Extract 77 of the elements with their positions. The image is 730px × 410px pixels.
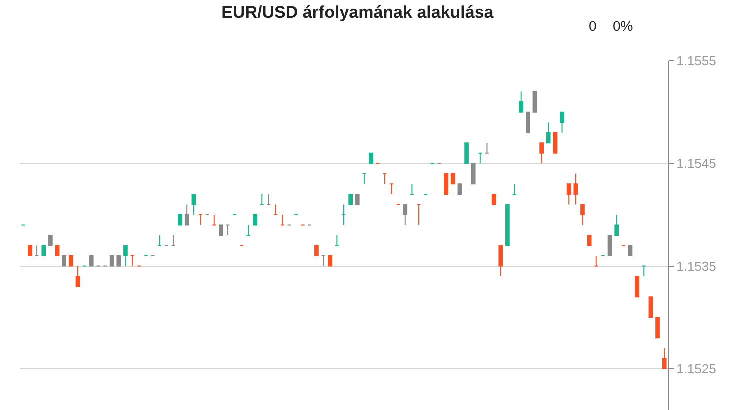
candlestick [642,266,646,278]
candlestick [184,204,190,226]
candlestick [328,256,333,267]
candlestick [580,204,585,226]
candlestick [574,173,578,206]
candlestick [540,142,544,164]
candlestick [314,245,319,257]
candlestick [403,204,408,226]
candlestick [253,214,258,226]
y-tick-label: 1.1555 [676,54,716,69]
candlestick [478,152,483,164]
y-tick-label: 1.1535 [676,258,716,274]
candlestick [608,235,612,257]
candlestick [348,194,353,206]
candlestick [68,256,74,267]
candlestick [116,256,122,267]
candlestick [512,184,517,195]
candlestick [266,194,272,206]
candlestick [321,256,326,267]
candlestick [62,256,67,267]
candlestick [553,132,558,154]
candlestick [34,245,40,257]
candlestick [369,152,374,164]
candlestick [390,184,394,195]
candlestick [382,173,388,185]
candlestick [226,224,230,236]
candlestick [444,173,448,195]
candlestick [416,204,422,226]
candlestick [198,214,203,226]
candlestick [506,204,510,246]
candlestick [158,235,162,246]
y-tick-label: 1.1545 [676,156,716,172]
candlestick [526,112,530,134]
candlestick [450,173,456,185]
candlestick [471,163,476,185]
text: 0% [613,18,634,34]
candlestick [587,235,592,246]
candlestick [110,256,114,267]
candlestick [410,184,414,195]
candlestick [546,122,551,144]
candlestick [89,256,94,267]
candlestick [485,142,490,154]
candlestick [362,173,367,185]
candlestick [28,245,32,257]
candlestick [219,224,224,236]
candlestick [532,91,538,113]
candlestick [648,296,654,318]
candlestick [42,245,46,257]
candlestick [212,214,217,226]
candlestick [635,276,640,298]
candlestick [519,91,524,113]
candlestick [280,214,285,226]
candlestick [662,348,667,370]
y-tick-label: 1.1525 [676,361,716,376]
candlestick [76,266,80,288]
candlestick [246,224,251,236]
candlestick [274,204,278,216]
candlestick [171,235,176,246]
candlestick [464,142,469,164]
candlestick [342,204,346,226]
candlestick [656,317,660,339]
candlestick [192,194,196,216]
candlestick [355,194,360,206]
candlestick [614,214,620,236]
candlestick [458,184,462,195]
candlestick [560,112,564,134]
candlestick [566,184,572,206]
chart-title: EUR/USD árfolyamának alakulása [222,3,494,22]
candlestick [335,235,340,246]
candlestick [48,235,53,246]
candlestick [498,245,504,278]
candlestick [260,194,264,206]
candlestick [178,214,182,226]
candlestick [594,256,599,267]
candlestick [124,245,128,267]
candlestick [130,256,135,267]
text: 0 [589,18,597,34]
